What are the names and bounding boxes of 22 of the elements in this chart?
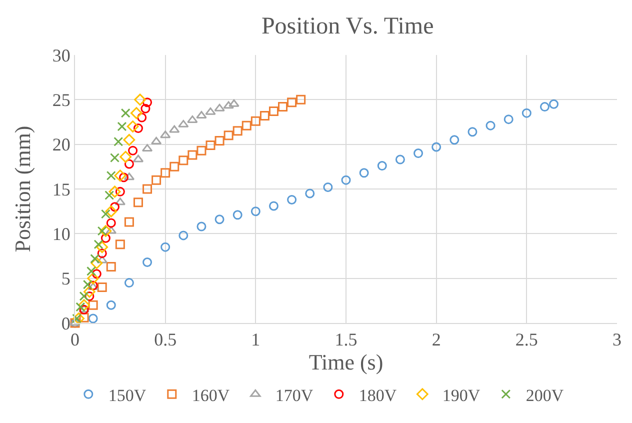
legend-label: 170V: [275, 386, 314, 405]
y-axis-title: Position (mm): [10, 126, 36, 252]
x-tick-label: 2.5: [515, 330, 538, 350]
y-tick-label: 20: [52, 134, 70, 155]
y-tick-label: 30: [52, 45, 70, 66]
y-tick-label: 25: [52, 90, 70, 110]
x-tick-label: 1: [251, 330, 260, 350]
legend-label: 150V: [108, 386, 147, 405]
legend-label: 180V: [358, 386, 398, 405]
x-tick-label: 1.5: [334, 330, 358, 350]
y-tick-label: 15: [52, 179, 70, 200]
x-tick-label: 3: [612, 330, 622, 350]
y-tick-label: 0: [61, 313, 70, 334]
legend-label: 200V: [526, 386, 564, 405]
y-tick-label: 5: [61, 268, 70, 289]
chart-title: Position Vs. Time: [261, 14, 434, 40]
x-tick-label: 2: [432, 330, 441, 350]
x-axis-title: Time (s): [308, 350, 384, 375]
y-tick-label: 10: [52, 224, 70, 244]
legend-label: 160V: [192, 386, 230, 405]
x-tick-label: 0.5: [154, 330, 177, 350]
legend-label: 190V: [442, 386, 481, 405]
